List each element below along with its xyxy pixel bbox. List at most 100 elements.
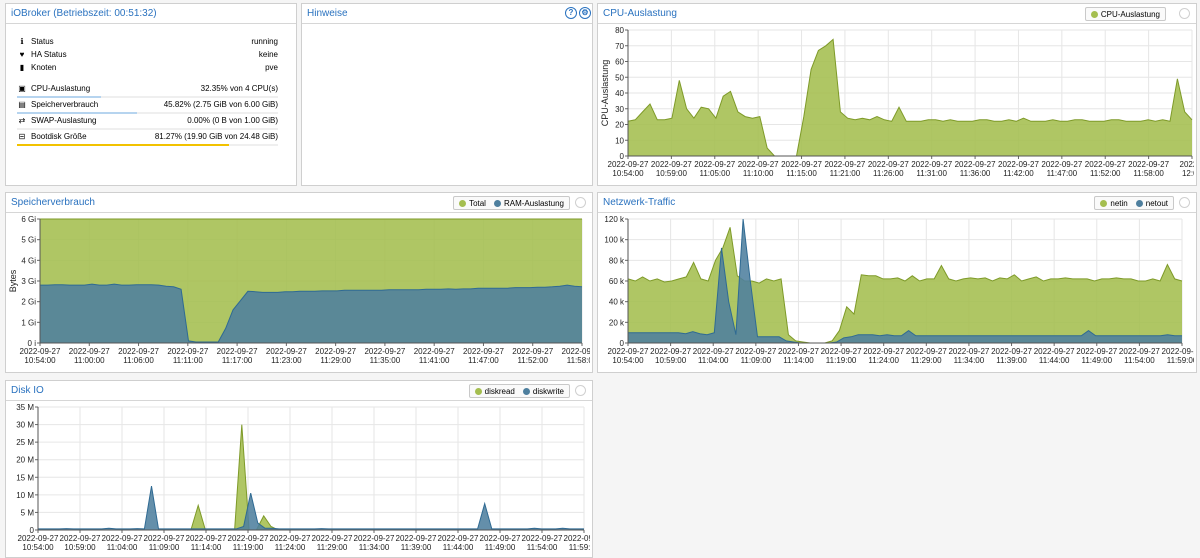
memory-xtick-label: 2022-09-27 11:47:00 [463,347,504,365]
legend-item-total[interactable]: Total [459,199,486,208]
network-xtick-label-line: 11:34:00 [954,356,985,365]
cpu-chart-legend: CPU-Auslastung [1084,7,1166,21]
network-ytick-label: 0 [620,339,625,348]
network-xtick-label-line: 10:54:00 [612,356,644,365]
series-line-cpu-auslastung [627,38,1193,157]
diskio-xtick-label-line: 2022-09-27 [480,534,521,543]
diskio-xtick-label: 2022-09-27 11:39:00 [396,534,437,552]
usage-swap-value: 0.00% (0 B von 1.00 GiB) [187,116,278,125]
status-panel-title: iOBroker (Betriebszeit: 00:51:32) [11,8,157,19]
cpu-xtick-label-line: 10:59:00 [656,169,688,178]
cpu-ytick-label: 30 [615,105,624,114]
series-line-ram-auslastung [40,283,583,343]
undo-zoom-icon[interactable] [1179,8,1190,19]
diskio-xtick-label: 2022-09-27 11:24:00 [270,534,311,552]
network-xtick-label: 2022-09-27 10:59:00 [650,347,691,365]
memory-xtick-label-line: 11:52:00 [517,356,548,365]
diskio-xtick-label-line: 11:09:00 [149,543,180,552]
diskio-xtick-label: 2022-09-27 11:34:00 [354,534,395,552]
undo-zoom-icon[interactable] [575,197,586,208]
legend-item-netin[interactable]: netin [1100,199,1128,208]
memory-xtick-label: 2022-09-27 11:23:00 [266,347,307,365]
legend-dot-icon [474,387,482,395]
memory-y-axis-title: Bytes [8,269,18,292]
memory-ytick-label: 6 Gi [21,215,36,224]
memory-xtick-label-line: 11:41:00 [419,356,450,365]
diskio-xtick-label-line: 2022-09-27 [270,534,311,543]
info-icon: ℹ [20,37,24,46]
network-ytick-label: 20 k [609,318,625,327]
memory-ytick-label: 0 i [28,339,37,348]
cpu-xtick-label-line: 11:52:00 [1090,169,1121,178]
legend-item-ram-auslastung[interactable]: RAM-Auslastung [493,199,564,208]
network-xtick-label-line: 2022-09-27 [608,347,649,356]
legend-label: CPU-Auslastung [1100,9,1160,19]
network-xtick-label-line: 11:39:00 [996,356,1027,365]
diskio-xtick-label: 2022-09-27 11:54:00 [522,534,563,552]
diskio-xtick-label-line: 10:54:00 [22,543,54,552]
memory-xtick-label-line: 11:17:00 [222,356,253,365]
diskio-xtick-label-line: 2022-09-27 [396,534,437,543]
cpu-xtick-label: 2022-09-27 11:05:00 [694,160,735,178]
legend-dot-icon [493,199,501,207]
network-xtick-label-line: 2022-09-27 [1034,347,1075,356]
network-xtick-label: 2022-09-27 11:04:00 [693,347,734,365]
network-xtick-label-line: 11:44:00 [1039,356,1070,365]
network-chart-panel: Netzwerk-Traffic netin netout 0 20 k 40 k 60 k… [597,192,1197,373]
swap-icon: ⇄ [18,116,26,125]
network-xtick-label: 2022-09-27 11:49:00 [1076,347,1117,365]
memory-xtick-label-line: 11:29:00 [320,356,351,365]
network-xtick-label-line: 2022-09-27 [863,347,904,356]
gear-icon[interactable]: ⚙ [579,7,591,19]
network-xtick-label-line: 2022-09-27 [991,347,1032,356]
cpu-xtick-label-line: 2022-09-27 [824,160,865,169]
network-ytick-label: 100 k [604,236,625,245]
usage-swap-label: SWAP-Auslastung [31,116,97,125]
memory-xtick-label-line: 2022-09-27 [167,347,208,356]
network-xtick-label-line: 2022-09-27 [1076,347,1117,356]
undo-zoom-icon[interactable] [575,385,586,396]
network-xtick-label-line: 11:59:00 [1167,356,1194,365]
cpu-icon: ▣ [18,84,26,93]
network-ytick-label: 80 k [609,256,625,265]
diskio-xtick-label-line: 11:39:00 [401,543,432,552]
cpu-y-axis-title: CPU-Auslastung [600,60,610,127]
diskio-xtick-label-line: 11:49:00 [485,543,516,552]
legend-item-cpu-auslastung[interactable]: CPU-Auslastung [1090,9,1160,19]
usage-hdd-bar-fill [17,144,230,146]
network-xtick-label-line: 2022-09-27 [1119,347,1160,356]
undo-zoom-icon[interactable] [1179,197,1190,208]
cpu-ytick-label: 50 [615,73,624,82]
diskio-xtick-label-line: 11:24:00 [275,543,306,552]
cpu-xtick-label-line: 2022-09-27 [1085,160,1126,169]
diskio-ytick-label: 10 M [16,491,34,500]
cpu-xtick-label-line: 2022-09-27 [738,160,779,169]
diskio-xtick-label-line: 2022-09-27 [522,534,563,543]
diskio-chart-legend: diskread diskwrite [468,384,570,398]
status-status-label: Status [31,37,54,46]
memory-xtick-label-line: 2022-09-27 [20,347,61,356]
cpu-xtick-label-line: 11:15:00 [786,169,817,178]
network-xtick-label-line: 11:29:00 [911,356,942,365]
memory-xtick-label: 2022-09-27 11:00:00 [69,347,110,365]
status-ha-status-row: ♥ HA Status keine [17,50,278,62]
memory-ytick-label: 4 Gi [21,256,36,265]
cpu-xtick-label-line: 2022-09-27 [998,160,1039,169]
diskio-chart-panel: Disk IO diskread diskwrite 0 5 M 10 M 15 M 20 M… [5,380,593,558]
cpu-xtick-label: 2022-09-27 11:42:00 [998,160,1039,178]
legend-item-diskread[interactable]: diskread [474,387,515,396]
cpu-xtick-label: 2022-09-27 11:47:00 [1041,160,1082,178]
legend-item-diskwrite[interactable]: diskwrite [522,387,564,396]
diskio-xtick-label: 2022-09-27 11:04:00 [102,534,143,552]
cpu-xtick-label-line: 11:26:00 [873,169,904,178]
help-icon[interactable]: ? [565,7,577,19]
network-xtick-label: 2022-09-27 11:14:00 [778,347,819,365]
memory-xtick-label-line: 11:00:00 [74,356,105,365]
usage-hdd-bar [17,144,278,146]
network-xtick-label-line: 2022-09-27 [1162,347,1194,356]
network-xtick-label-line: 2022-09-27 [821,347,862,356]
diskio-xtick-label-line: 2022-09-27 [312,534,353,543]
memory-xtick-label: 2022-09-27 11:06:00 [118,347,159,365]
legend-item-netout[interactable]: netout [1135,199,1168,208]
